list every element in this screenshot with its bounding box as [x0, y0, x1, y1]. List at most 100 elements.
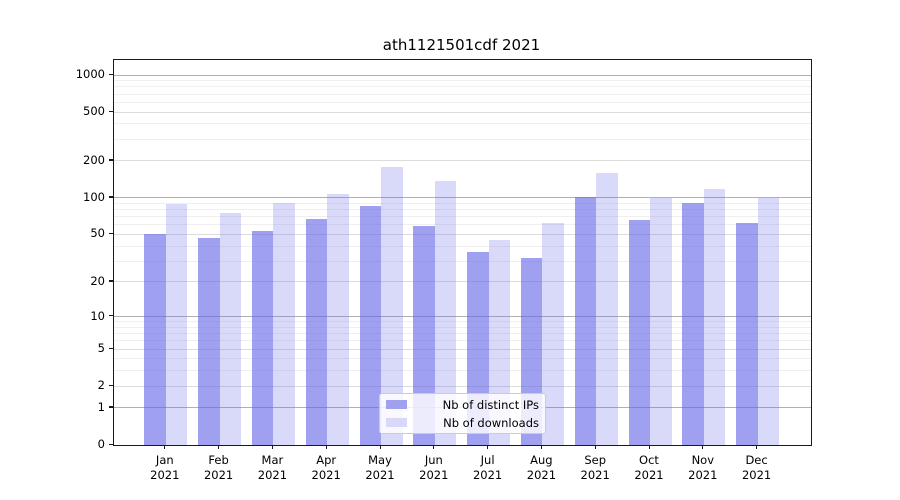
legend-swatch-distinct-ips: [386, 400, 407, 409]
x-axis-tick-mark-oct: [648, 445, 650, 449]
x-axis-tick-mark-nov: [702, 445, 704, 449]
y-axis-tick-label-1: 1: [97, 399, 105, 414]
gridline-y-40: [114, 245, 811, 247]
y-axis-tick-label-1000: 1000: [75, 67, 105, 81]
y-axis-tick-label-100: 100: [83, 189, 105, 204]
x-axis-year-jul: 2021: [472, 468, 503, 482]
gridline-y-700: [114, 93, 811, 95]
gridline-y-600: [114, 101, 811, 103]
plot-area: [113, 59, 812, 446]
x-axis-tick-label-oct: Oct 2021: [622, 453, 676, 483]
x-axis-tick-label-sep: Sep 2021: [568, 453, 622, 483]
gridline-y-30: [114, 260, 811, 262]
x-axis-tick-mark-may: [379, 445, 381, 449]
chart-title: ath1121501cdf 2021: [382, 36, 541, 54]
x-axis-year-nov: 2021: [688, 468, 718, 482]
bar-distinct-ips-jan: [144, 234, 166, 445]
gridline-y-2: [114, 385, 811, 387]
x-axis-year-jan: 2021: [150, 468, 180, 482]
x-axis-tick-mark-jun: [433, 445, 435, 449]
gridline-y-5: [114, 348, 811, 350]
gridline-y-10: [114, 316, 811, 318]
bar-distinct-ips-jun: [413, 225, 435, 445]
y-axis-tick-label-500: 500: [83, 104, 105, 119]
x-axis-tick-label-jan: Jan 2021: [138, 453, 192, 483]
bar-downloads-feb: [219, 213, 242, 445]
gridline-y-400: [114, 123, 811, 125]
x-axis-month-mar: Mar: [261, 453, 284, 467]
y-axis-tick-mark-1000: [109, 73, 113, 75]
x-axis-month-sep: Sep: [584, 453, 607, 467]
y-axis-tick-label-2: 2: [97, 378, 105, 393]
x-axis-tick-mark-aug: [540, 445, 543, 449]
bar-downloads-may: [381, 166, 403, 445]
gridline-y-3: [114, 370, 811, 372]
x-axis-tick-label-nov: Nov 2021: [676, 453, 730, 483]
x-axis-month-jul: Jul: [480, 453, 495, 467]
y-axis-tick-label-10: 10: [90, 308, 105, 323]
legend-label-downloads: Nb of downloads: [443, 415, 539, 430]
y-axis-tick-mark-100: [109, 196, 113, 198]
x-axis-tick-label-feb: Feb 2021: [192, 453, 246, 483]
x-axis-month-jun: Jun: [424, 453, 443, 467]
bar-downloads-jan: [165, 204, 188, 445]
x-axis-tick-label-may: May 2021: [353, 453, 407, 483]
x-axis-month-nov: Nov: [691, 453, 715, 467]
x-axis-year-mar: 2021: [257, 468, 288, 482]
gridline-y-60: [114, 224, 811, 226]
gridline-y-800: [114, 86, 811, 88]
bar-downloads-apr: [327, 194, 349, 445]
x-axis-tick-mark-jul: [487, 445, 489, 449]
x-axis-year-dec: 2021: [741, 468, 772, 482]
gridline-y-4: [114, 358, 811, 360]
x-axis-month-aug: Aug: [530, 453, 553, 467]
y-axis-tick-label-200: 200: [83, 152, 105, 167]
legend-swatch-downloads: [386, 418, 407, 427]
gridline-y-500: [114, 111, 811, 113]
y-axis-tick-mark-1: [109, 406, 113, 408]
y-axis-tick-label-5: 5: [97, 341, 105, 356]
x-axis-tick-label-dec: Dec 2021: [730, 453, 784, 483]
bar-downloads-nov: [703, 189, 726, 445]
x-axis-year-apr: 2021: [311, 468, 341, 482]
legend-label-distinct-ips: Nb of distinct IPs: [442, 397, 539, 412]
y-axis-tick-mark-10: [109, 315, 113, 317]
x-axis-month-jan: Jan: [155, 453, 174, 467]
bar-downloads-dec: [757, 197, 780, 445]
x-axis-month-may: May: [368, 453, 392, 467]
bar-distinct-ips-may: [359, 206, 381, 445]
x-axis-tick-mark-apr: [325, 445, 327, 449]
gridline-y-6: [114, 340, 811, 342]
x-axis-tick-label-jul: Jul 2021: [461, 453, 515, 483]
x-axis-year-oct: 2021: [634, 468, 664, 482]
y-axis-tick-label-20: 20: [90, 273, 105, 288]
x-axis-tick-mark-dec: [756, 445, 758, 449]
x-axis-year-jun: 2021: [419, 468, 449, 482]
gridline-y-300: [114, 138, 811, 140]
y-axis-tick-mark-5: [109, 347, 113, 349]
gridline-y-90: [114, 202, 811, 204]
bar-distinct-ips-dec: [736, 223, 758, 445]
y-axis-tick-mark-50: [109, 232, 113, 235]
x-axis-tick-mark-sep: [594, 445, 596, 449]
y-axis-tick-label-50: 50: [90, 226, 105, 241]
bar-downloads-oct: [650, 197, 672, 445]
bar-distinct-ips-oct: [628, 219, 650, 445]
y-axis-tick-label-0: 0: [97, 437, 105, 451]
gridline-y-7: [114, 333, 811, 335]
y-axis-tick-mark-200: [109, 159, 113, 161]
x-axis-year-sep: 2021: [580, 468, 610, 482]
bar-distinct-ips-feb: [198, 237, 220, 445]
gridline-y-100: [114, 197, 811, 199]
gridline-y-9: [114, 321, 811, 323]
bar-distinct-ips-mar: [251, 231, 274, 445]
x-axis-month-oct: Oct: [639, 453, 659, 467]
gridline-y-20: [114, 281, 811, 283]
bar-downloads-mar: [273, 202, 295, 445]
x-axis-month-feb: Feb: [208, 453, 229, 467]
bar-downloads-sep: [596, 173, 618, 445]
gridline-y-80: [114, 209, 811, 211]
gridline-y-8: [114, 326, 811, 328]
legend: Nb of distinct IPs Nb of downloads: [379, 393, 546, 434]
